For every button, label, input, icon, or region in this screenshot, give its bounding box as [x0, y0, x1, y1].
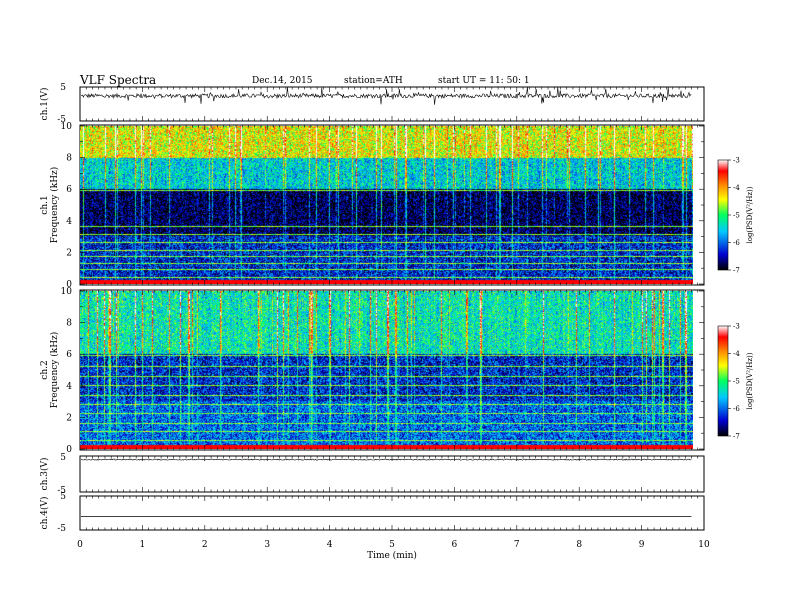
time-tick-label: 10	[698, 540, 710, 550]
ch3-ytick-top: 5	[60, 453, 66, 463]
ch2-spectrogram-image	[80, 291, 693, 449]
time-tick-label: 1	[140, 540, 146, 550]
ch4-waveform-ylabel: ch.4(V)	[39, 497, 50, 530]
ch1-colorbar-ticks: -3 -4 -5 -6 -7	[728, 157, 740, 275]
ch3-waveform-line	[80, 458, 692, 461]
ch3-waveform-ylabel: ch.3(V)	[39, 458, 50, 491]
ch2-spectrogram-ylabel-line1: ch.2	[40, 360, 50, 379]
figure-title: VLF Spectra	[79, 73, 156, 87]
time-axis-ticks	[79, 87, 705, 530]
frequency-tick-label: 10	[61, 122, 73, 132]
ch1-spectrogram-image	[80, 126, 693, 284]
start-time-label: start UT = 11: 50: 1	[438, 76, 530, 86]
ch2-spectrogram-ylabel-line2: Frequency (kHz)	[49, 332, 60, 409]
frequency-tick-label: 4	[66, 217, 72, 227]
frequency-tick-label: 0	[66, 280, 72, 290]
colorbar-tick-label: -4	[733, 184, 740, 192]
ch1-spectrogram-ylabel-line2: Frequency (kHz)	[49, 167, 60, 244]
frequency-tick-label: 10	[61, 287, 73, 297]
ch2-colorbar-label: log(PSD(V²/Hz))	[746, 352, 754, 409]
frequency-tick-label: 0	[66, 445, 72, 455]
ch2-colorbar: -3 -4 -5 -6 -7 log(PSD(V²/Hz))	[717, 323, 754, 441]
time-tick-label: 6	[452, 540, 458, 550]
time-tick-label: 7	[514, 540, 520, 550]
time-tick-label: 8	[576, 540, 582, 550]
colorbar-tick-label: -5	[733, 378, 740, 386]
time-tick-label: 5	[389, 540, 395, 550]
frequency-tick-label: 2	[66, 413, 72, 423]
ch1-waveform-frame	[79, 86, 705, 122]
ch2-colorbar-ticks: -3 -4 -5 -6 -7	[728, 323, 740, 441]
colorbar-tick-label: -6	[733, 239, 740, 247]
date-label: Dec.14, 2015	[252, 76, 313, 86]
colorbar-tick-label: -7	[733, 267, 740, 275]
station-label: station=ATH	[344, 76, 403, 86]
ch1-spectrogram-ylabel-line1: ch.1	[40, 195, 50, 214]
ch3-ytick-bottom: -5	[57, 486, 66, 496]
time-tick-label: 9	[639, 540, 645, 550]
ch1-colorbar: -3 -4 -5 -6 -7 log(PSD(V²/Hz))	[717, 157, 754, 275]
colorbar-tick-label: -3	[733, 157, 740, 165]
ch1-spectrogram-plot	[80, 126, 693, 284]
ch3-waveform-frame	[79, 455, 705, 493]
frequency-tick-label: 6	[66, 185, 72, 195]
ch4-waveform-frame	[79, 495, 705, 531]
ch1-ytick-bottom: -5	[57, 115, 66, 125]
time-tick-label: 0	[77, 540, 83, 550]
ch1-waveform-line	[80, 86, 692, 105]
ch2-spectrogram-yticks: 0 2 4 6 8 10	[61, 287, 704, 455]
ch2-colorbar-gradient	[717, 325, 729, 437]
colorbar-tick-label: -7	[733, 433, 740, 441]
time-tick-label: 3	[264, 540, 270, 550]
colorbar-tick-label: -5	[733, 212, 740, 220]
frequency-tick-label: 2	[66, 248, 72, 258]
time-tick-label: 4	[327, 540, 333, 550]
ch1-colorbar-label: log(PSD(V²/Hz))	[746, 186, 754, 243]
frequency-tick-label: 4	[66, 382, 72, 392]
frequency-tick-label: 8	[66, 154, 72, 164]
colorbar-tick-label: -4	[733, 350, 740, 358]
ch2-spectrogram-plot	[80, 291, 693, 449]
frequency-tick-label: 6	[66, 350, 72, 360]
colorbar-tick-label: -6	[733, 405, 740, 413]
time-axis-tick-labels: 0 1 2 3 4 5 6 7 8 9 10	[77, 540, 710, 550]
ch4-ytick-bottom: -5	[57, 524, 66, 534]
ch1-colorbar-gradient	[717, 159, 729, 271]
ch1-spectrogram-yticks: 0 2 4 6 8 10	[61, 122, 704, 290]
time-tick-label: 2	[202, 540, 208, 550]
ch4-ytick-top: 5	[60, 492, 66, 502]
ch1-ytick-top: 5	[60, 83, 66, 93]
time-axis-label: Time (min)	[367, 550, 417, 561]
frequency-tick-label: 8	[66, 319, 72, 329]
colorbar-tick-label: -3	[733, 323, 740, 331]
ch1-waveform-ylabel: ch.1(V)	[39, 88, 50, 121]
